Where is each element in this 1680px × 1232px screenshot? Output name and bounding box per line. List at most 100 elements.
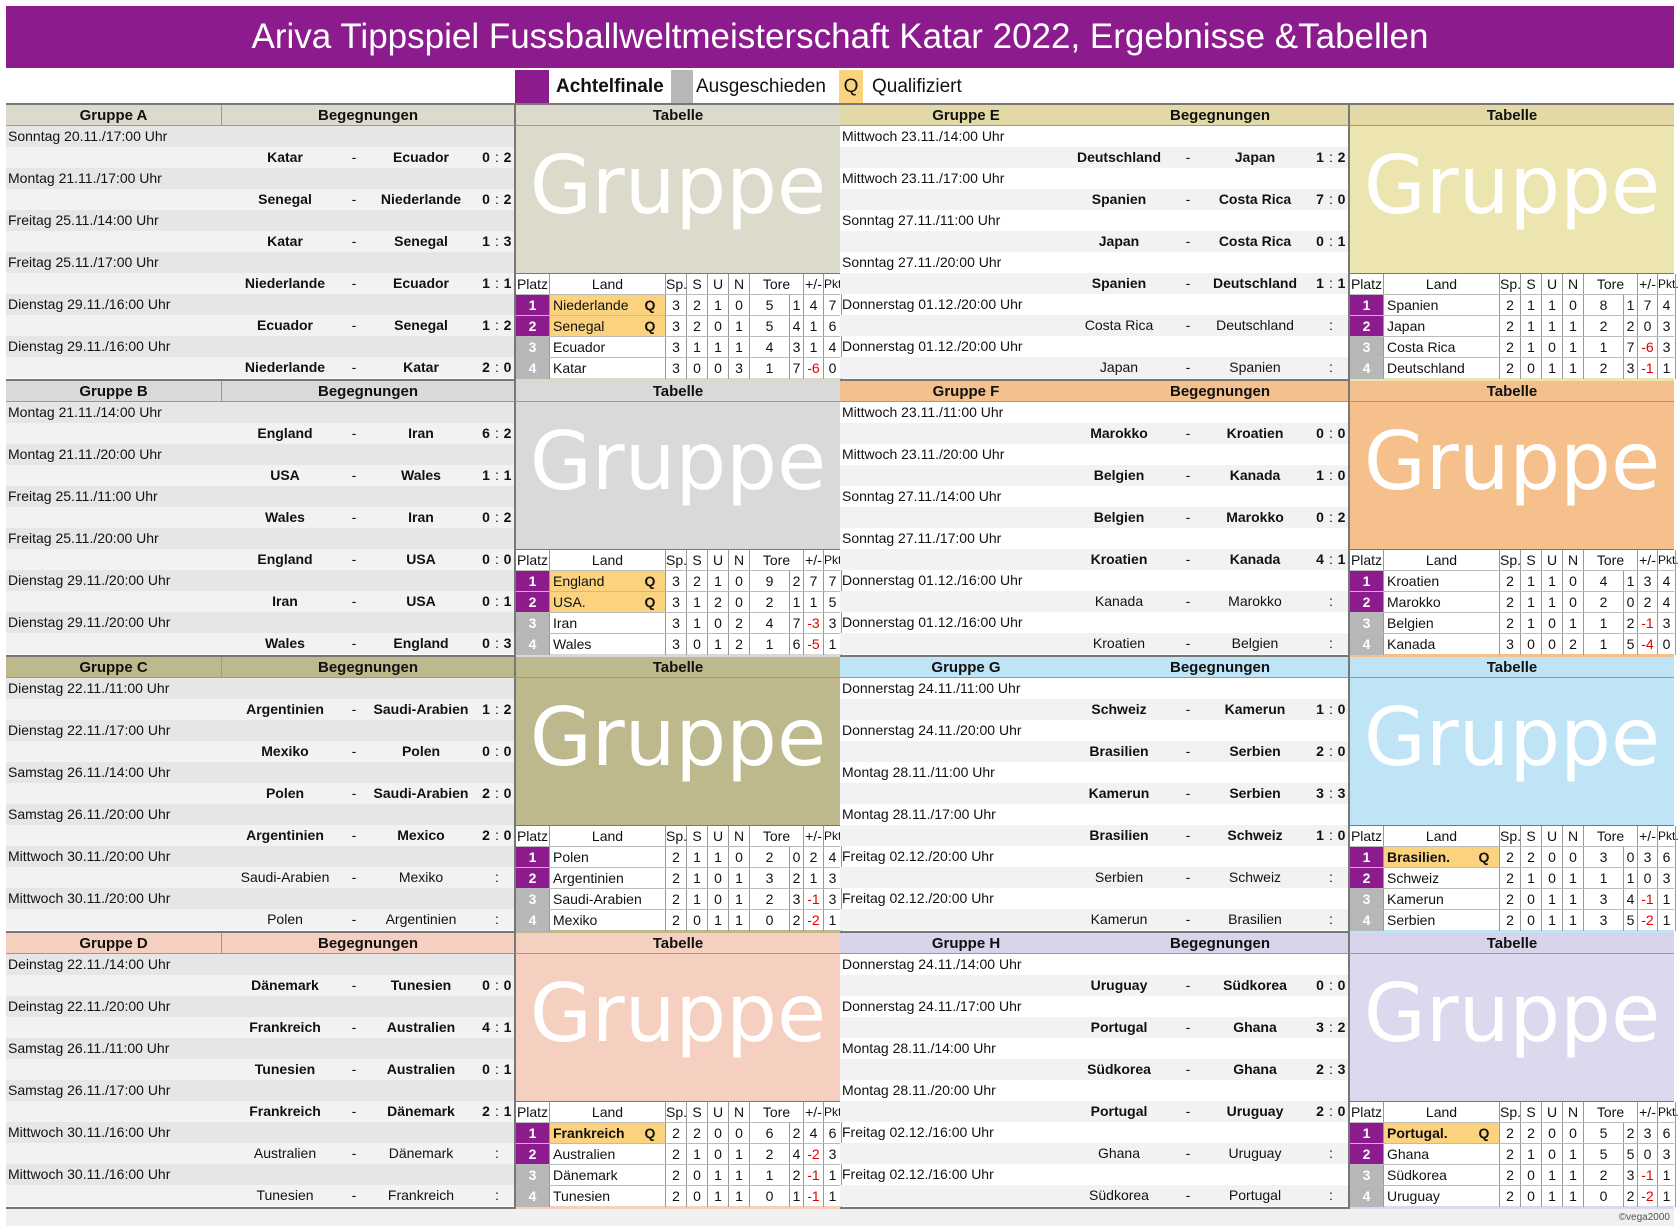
standings-p: 1	[516, 295, 550, 316]
standings-col-header: N	[1563, 274, 1584, 295]
standings-s: 0	[687, 1186, 708, 1207]
standings-s: 1	[687, 1144, 708, 1165]
standings-u: 0	[1542, 868, 1563, 889]
match-row: Serbien Schweiz -:	[840, 867, 1348, 888]
standings-s: 1	[687, 868, 708, 889]
score-colon: :	[1329, 743, 1333, 759]
score-dash: -	[351, 425, 357, 441]
standings-sp: 3	[666, 613, 687, 634]
standings-land-name: Belgien	[1387, 615, 1434, 631]
standings-row: 3 Ecuador 3 1 1 1 4 3 1 4	[516, 336, 842, 358]
away-goals: 0	[503, 743, 512, 759]
standings-row: 4 Mexiko 2 0 1 1 0 2 -2 1	[516, 909, 842, 931]
standings-s: 0	[1521, 1165, 1542, 1186]
match-date: Montag 21.11./14:00 Uhr	[6, 402, 514, 423]
standings-s: 2	[1521, 847, 1542, 868]
score-colon: :	[1329, 359, 1333, 375]
standings-n: 2	[729, 613, 750, 634]
standings-col-header: Land	[1384, 826, 1500, 847]
standings-n: 0	[729, 847, 750, 868]
standings-col-header: N	[1563, 550, 1584, 571]
standings-tf: 1	[750, 1165, 790, 1186]
standings-row: 3 Dänemark 2 0 1 1 1 2 -1 1	[516, 1164, 842, 1186]
standings-diff: 3	[1638, 847, 1658, 868]
match-date: Donnerstag 01.12./20:00 Uhr	[842, 296, 1023, 312]
match-row: Kamerun Serbien 3 3 -:	[840, 783, 1348, 804]
home-team: Japan	[1098, 233, 1140, 249]
score-dash: -	[1185, 191, 1191, 207]
standings-n: 1	[729, 1144, 750, 1165]
standings-tf: 3	[750, 868, 790, 889]
standings-u: 1	[708, 337, 729, 358]
standings-col-header: S	[687, 550, 708, 571]
standings-p: 2	[516, 316, 550, 337]
standings-pkt: 1	[824, 1165, 842, 1186]
away-goals: 2	[503, 701, 512, 717]
standings-u: 1	[1542, 295, 1563, 316]
standings-ta: 7	[790, 613, 804, 634]
standings-diff: 4	[804, 1123, 824, 1144]
standings-col-header: Sp.	[1500, 274, 1521, 295]
away-goals: 1	[1337, 275, 1346, 291]
standings-land: Saudi-Arabien	[550, 889, 666, 910]
standings-row: 4 Katar 3 0 0 3 1 7 -6 0	[516, 357, 842, 379]
match-row: Argentinien Mexico 2 0 -:	[6, 825, 514, 846]
standings-row: 4 Uruguay 2 0 1 1 0 2 -2 1	[1350, 1185, 1676, 1207]
home-team: Dänemark	[251, 977, 319, 993]
standings-p: 2	[516, 868, 550, 889]
standings-panel: Gruppe HPlatzLandSp.SUNTore+/-Pkt.1Portu…	[1348, 954, 1679, 1209]
standings-tf: 1	[750, 358, 790, 379]
tabelle-header: Tabelle	[514, 105, 840, 126]
score-dash: -	[1185, 1187, 1191, 1203]
standings-tf: 3	[1584, 847, 1624, 868]
standings-n: 1	[729, 1165, 750, 1186]
away-team: Senegal	[394, 233, 448, 249]
group-title: Gruppe E	[840, 105, 1092, 126]
away-team: Deutschland	[1216, 317, 1294, 333]
tabelle-header: Tabelle	[1348, 381, 1674, 402]
standings-ta: 1	[1624, 295, 1638, 316]
standings-row: 3 Kamerun 2 0 1 1 3 4 -1 1	[1350, 888, 1676, 910]
match-row: Frankreich Dänemark 2 1 -:	[6, 1101, 514, 1122]
standings-pkt: 3	[824, 613, 842, 634]
legend-ausgeschieden-swatch	[671, 70, 693, 103]
home-goals: 1	[1316, 275, 1324, 291]
away-goals: 0	[1337, 467, 1346, 483]
match-row: Katar Senegal 1 3 -:	[6, 231, 514, 252]
standings-col-header: N	[1563, 1102, 1584, 1123]
standings-u: 0	[708, 316, 729, 337]
away-team: Niederlande	[380, 191, 462, 207]
away-team: Dänemark	[387, 1103, 455, 1119]
standings-diff: 1	[804, 592, 824, 613]
standings-land-name: Südkorea	[1387, 1167, 1447, 1183]
home-goals: 0	[1316, 509, 1324, 525]
home-team: Polen	[267, 911, 303, 927]
standings-n: 1	[729, 868, 750, 889]
standings-row: 4 Tunesien 2 0 1 1 0 1 -1 1	[516, 1185, 842, 1207]
match-row: Wales Iran 0 2 -:	[6, 507, 514, 528]
standings-land-name: Argentinien	[553, 870, 624, 886]
standings-n: 1	[1563, 868, 1584, 889]
group-big-label: Gruppe H	[1363, 967, 1661, 1180]
score-dash: -	[351, 593, 357, 609]
standings-s: 1	[1521, 868, 1542, 889]
begegnungen-header: Begegnungen	[221, 657, 514, 678]
standings-n: 1	[1563, 910, 1584, 931]
away-goals: 0	[1337, 1103, 1346, 1119]
standings-land: Marokko	[1384, 592, 1500, 613]
away-team: Saudi-Arabien	[373, 785, 469, 801]
away-goals: 2	[503, 425, 512, 441]
standings-sp: 2	[666, 1165, 687, 1186]
standings-col-header: Land	[1384, 550, 1500, 571]
standings-n: 0	[1563, 592, 1584, 613]
standings-diff: -2	[804, 1144, 824, 1165]
standings-sp: 2	[666, 889, 687, 910]
away-team: Costa Rica	[1218, 191, 1292, 207]
score-dash: -	[1185, 1061, 1191, 1077]
group-title: Gruppe C	[6, 657, 221, 678]
away-team: Ecuador	[392, 275, 449, 291]
standings-diff: -2	[1638, 910, 1658, 931]
away-goals: 0	[1337, 977, 1346, 993]
score-dash: -	[1185, 1145, 1191, 1161]
standings-col-header: Land	[1384, 274, 1500, 295]
